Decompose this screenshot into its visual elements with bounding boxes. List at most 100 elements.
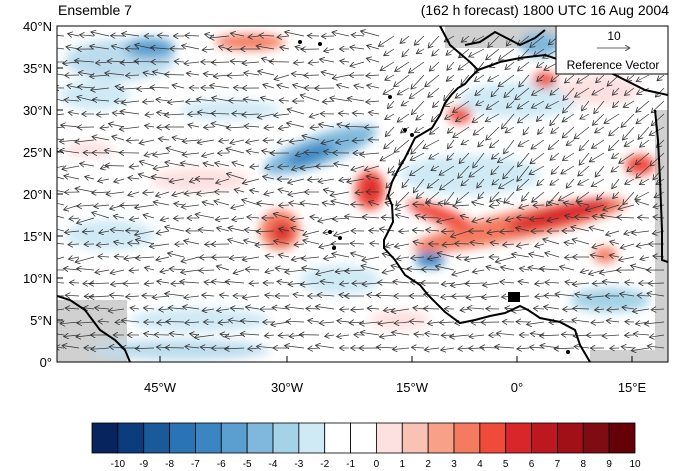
wind-vector	[94, 205, 110, 207]
wind-vector	[143, 308, 155, 309]
wind-vector	[613, 100, 620, 108]
wind-vector	[168, 308, 185, 309]
wind-vector	[60, 322, 80, 324]
wind-vector	[609, 126, 620, 136]
wind-vector	[473, 152, 485, 168]
wind-vector	[475, 87, 485, 96]
lon-label-15e: 15°E	[618, 380, 647, 395]
wind-vector	[165, 227, 185, 232]
wind-vector	[57, 98, 65, 102]
coastline-south-america	[57, 295, 131, 362]
wind-vector	[307, 179, 320, 180]
wind-vector	[173, 218, 185, 219]
wind-vector	[532, 191, 545, 202]
lon-label-45w: 45°W	[144, 380, 177, 395]
wind-vector	[518, 113, 530, 123]
wind-vector	[248, 36, 260, 37]
wind-vector	[522, 191, 530, 201]
wind-vector	[247, 217, 260, 218]
wind-vector	[151, 177, 170, 180]
wind-vector	[612, 152, 620, 159]
lon-tickmarks	[159, 356, 633, 362]
wind-vector	[416, 191, 425, 199]
wind-vector	[186, 73, 200, 75]
wind-vector	[264, 192, 275, 195]
wind-vector	[263, 176, 275, 179]
wind-vector	[424, 348, 440, 350]
wind-vector	[320, 59, 335, 62]
wind-vector	[653, 165, 665, 180]
wind-vector	[575, 87, 590, 97]
wind-vector	[472, 113, 485, 123]
wind-vector	[250, 190, 260, 192]
colorbar-label: -9	[139, 459, 148, 470]
wind-vector	[591, 322, 605, 323]
wind-vector	[227, 75, 245, 76]
colorbar-labels: -10 -9 -8 -7 -6 -5 -4 -3 -2 -1 0 1 2 3 4 5 6 7 8 9 10	[111, 459, 641, 470]
wind-vector	[441, 335, 455, 336]
wind-vector	[527, 322, 545, 325]
wind-vector	[495, 256, 515, 262]
wind-vector	[361, 31, 380, 37]
wind-vector	[92, 100, 110, 102]
wind-vector	[303, 240, 320, 245]
lat-label-35n: 35°N	[23, 61, 52, 76]
wind-vector	[160, 270, 170, 272]
wind-vector	[91, 348, 110, 349]
wind-vector	[385, 244, 395, 247]
wind-vector	[620, 243, 635, 248]
wind-vector	[384, 48, 395, 56]
wind-vector	[378, 322, 395, 324]
wind-vector	[153, 166, 170, 169]
wind-vector	[226, 148, 245, 154]
wind-vector	[198, 230, 215, 231]
wind-vector	[639, 178, 650, 185]
wind-vector	[409, 87, 425, 98]
wind-vector	[551, 74, 560, 82]
wind-vector	[257, 114, 275, 118]
wind-vector	[367, 85, 380, 88]
wind-vector	[647, 346, 665, 348]
wind-vector	[225, 348, 245, 349]
wind-vector	[474, 74, 485, 82]
lat-label-0: 0°	[40, 355, 52, 370]
wind-vector	[203, 74, 215, 75]
wind-vector	[318, 218, 335, 222]
wind-vector	[169, 334, 185, 336]
wind-vector	[203, 163, 215, 166]
wind-vector	[439, 165, 455, 175]
wind-vector	[290, 218, 305, 220]
coastline-africa	[383, 26, 591, 362]
colorbar-label: -3	[294, 459, 303, 470]
wind-vector	[461, 35, 470, 42]
wind-vector	[287, 109, 305, 115]
wind-vector	[169, 179, 185, 182]
wind-vector	[609, 255, 620, 257]
wind-vector	[410, 152, 425, 160]
wind-vector	[385, 113, 395, 120]
wind-vector	[486, 267, 500, 270]
wind-vector	[496, 200, 515, 206]
wind-vector	[57, 282, 65, 284]
wind-vector	[273, 214, 290, 219]
wind-vector	[164, 74, 185, 75]
wind-vector	[416, 49, 425, 54]
wind-vector	[278, 335, 290, 336]
wind-vector	[265, 166, 275, 168]
lat-label-5n: 5°N	[30, 313, 52, 328]
wind-vector	[126, 75, 140, 76]
wind-vector	[394, 322, 410, 323]
wind-vector	[515, 87, 530, 100]
wind-vector	[578, 165, 590, 176]
wind-vector	[184, 296, 200, 298]
wind-vector	[644, 322, 665, 324]
wind-vector	[430, 126, 440, 134]
wind-vector	[319, 322, 335, 323]
wind-vector	[367, 308, 380, 309]
wind-vector	[274, 241, 290, 244]
colorbar-label: 2	[425, 459, 431, 470]
wind-vector	[57, 202, 65, 205]
wind-vector	[291, 228, 305, 231]
wind-vector	[486, 126, 500, 140]
wind-vector	[182, 140, 200, 142]
